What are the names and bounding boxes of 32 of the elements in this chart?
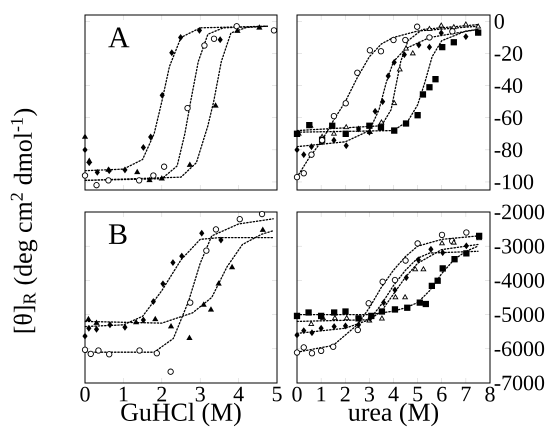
x-tick-label: 0 [292,386,302,402]
x-axis-title: GuHCl (M) [121,402,241,426]
y-tick-label: -40 [494,78,522,94]
y-tick-label: -4000 [494,272,544,288]
x-axis-title: urea (M) [348,402,438,426]
x-tick-label: 5 [272,386,282,402]
x-tick-label: 5 [413,386,422,402]
y-tick-label: -6000 [494,341,544,356]
x-tick-label: 3 [196,386,205,402]
y-tick-label: -2000 [494,204,544,220]
y-tick-label: -5000 [494,307,544,322]
x-tick-label: 3 [364,386,374,402]
x-tick-label: 4 [388,386,399,402]
y-axis-title: [θ]$_{R}$ (deg cm$^{2}$ dmol$^{-1}$) [10,108,38,332]
x-tick-label: 2 [157,386,166,402]
y-tick-label: -80 [494,142,522,158]
x-tick-label: 1 [318,386,326,402]
annotation: B [108,224,127,244]
y-tick-label: -60 [494,110,522,126]
x-tick-label: 2 [340,386,350,402]
y-tick-label: -3000 [494,238,544,254]
y-tick-label: -20 [494,46,522,61]
x-tick-label: 4 [234,386,244,402]
x-tick-label: 0 [80,386,90,402]
x-tick-label: 6 [437,386,447,402]
y-tick-label: 0 [494,14,504,29]
x-tick-label: 8 [485,386,495,402]
annotation: A [108,28,130,48]
y-tick-label: -7000 [494,376,544,390]
x-tick-label: 7 [462,386,471,402]
y-tick-label: -100 [494,174,534,190]
x-tick-label: 1 [120,386,128,402]
